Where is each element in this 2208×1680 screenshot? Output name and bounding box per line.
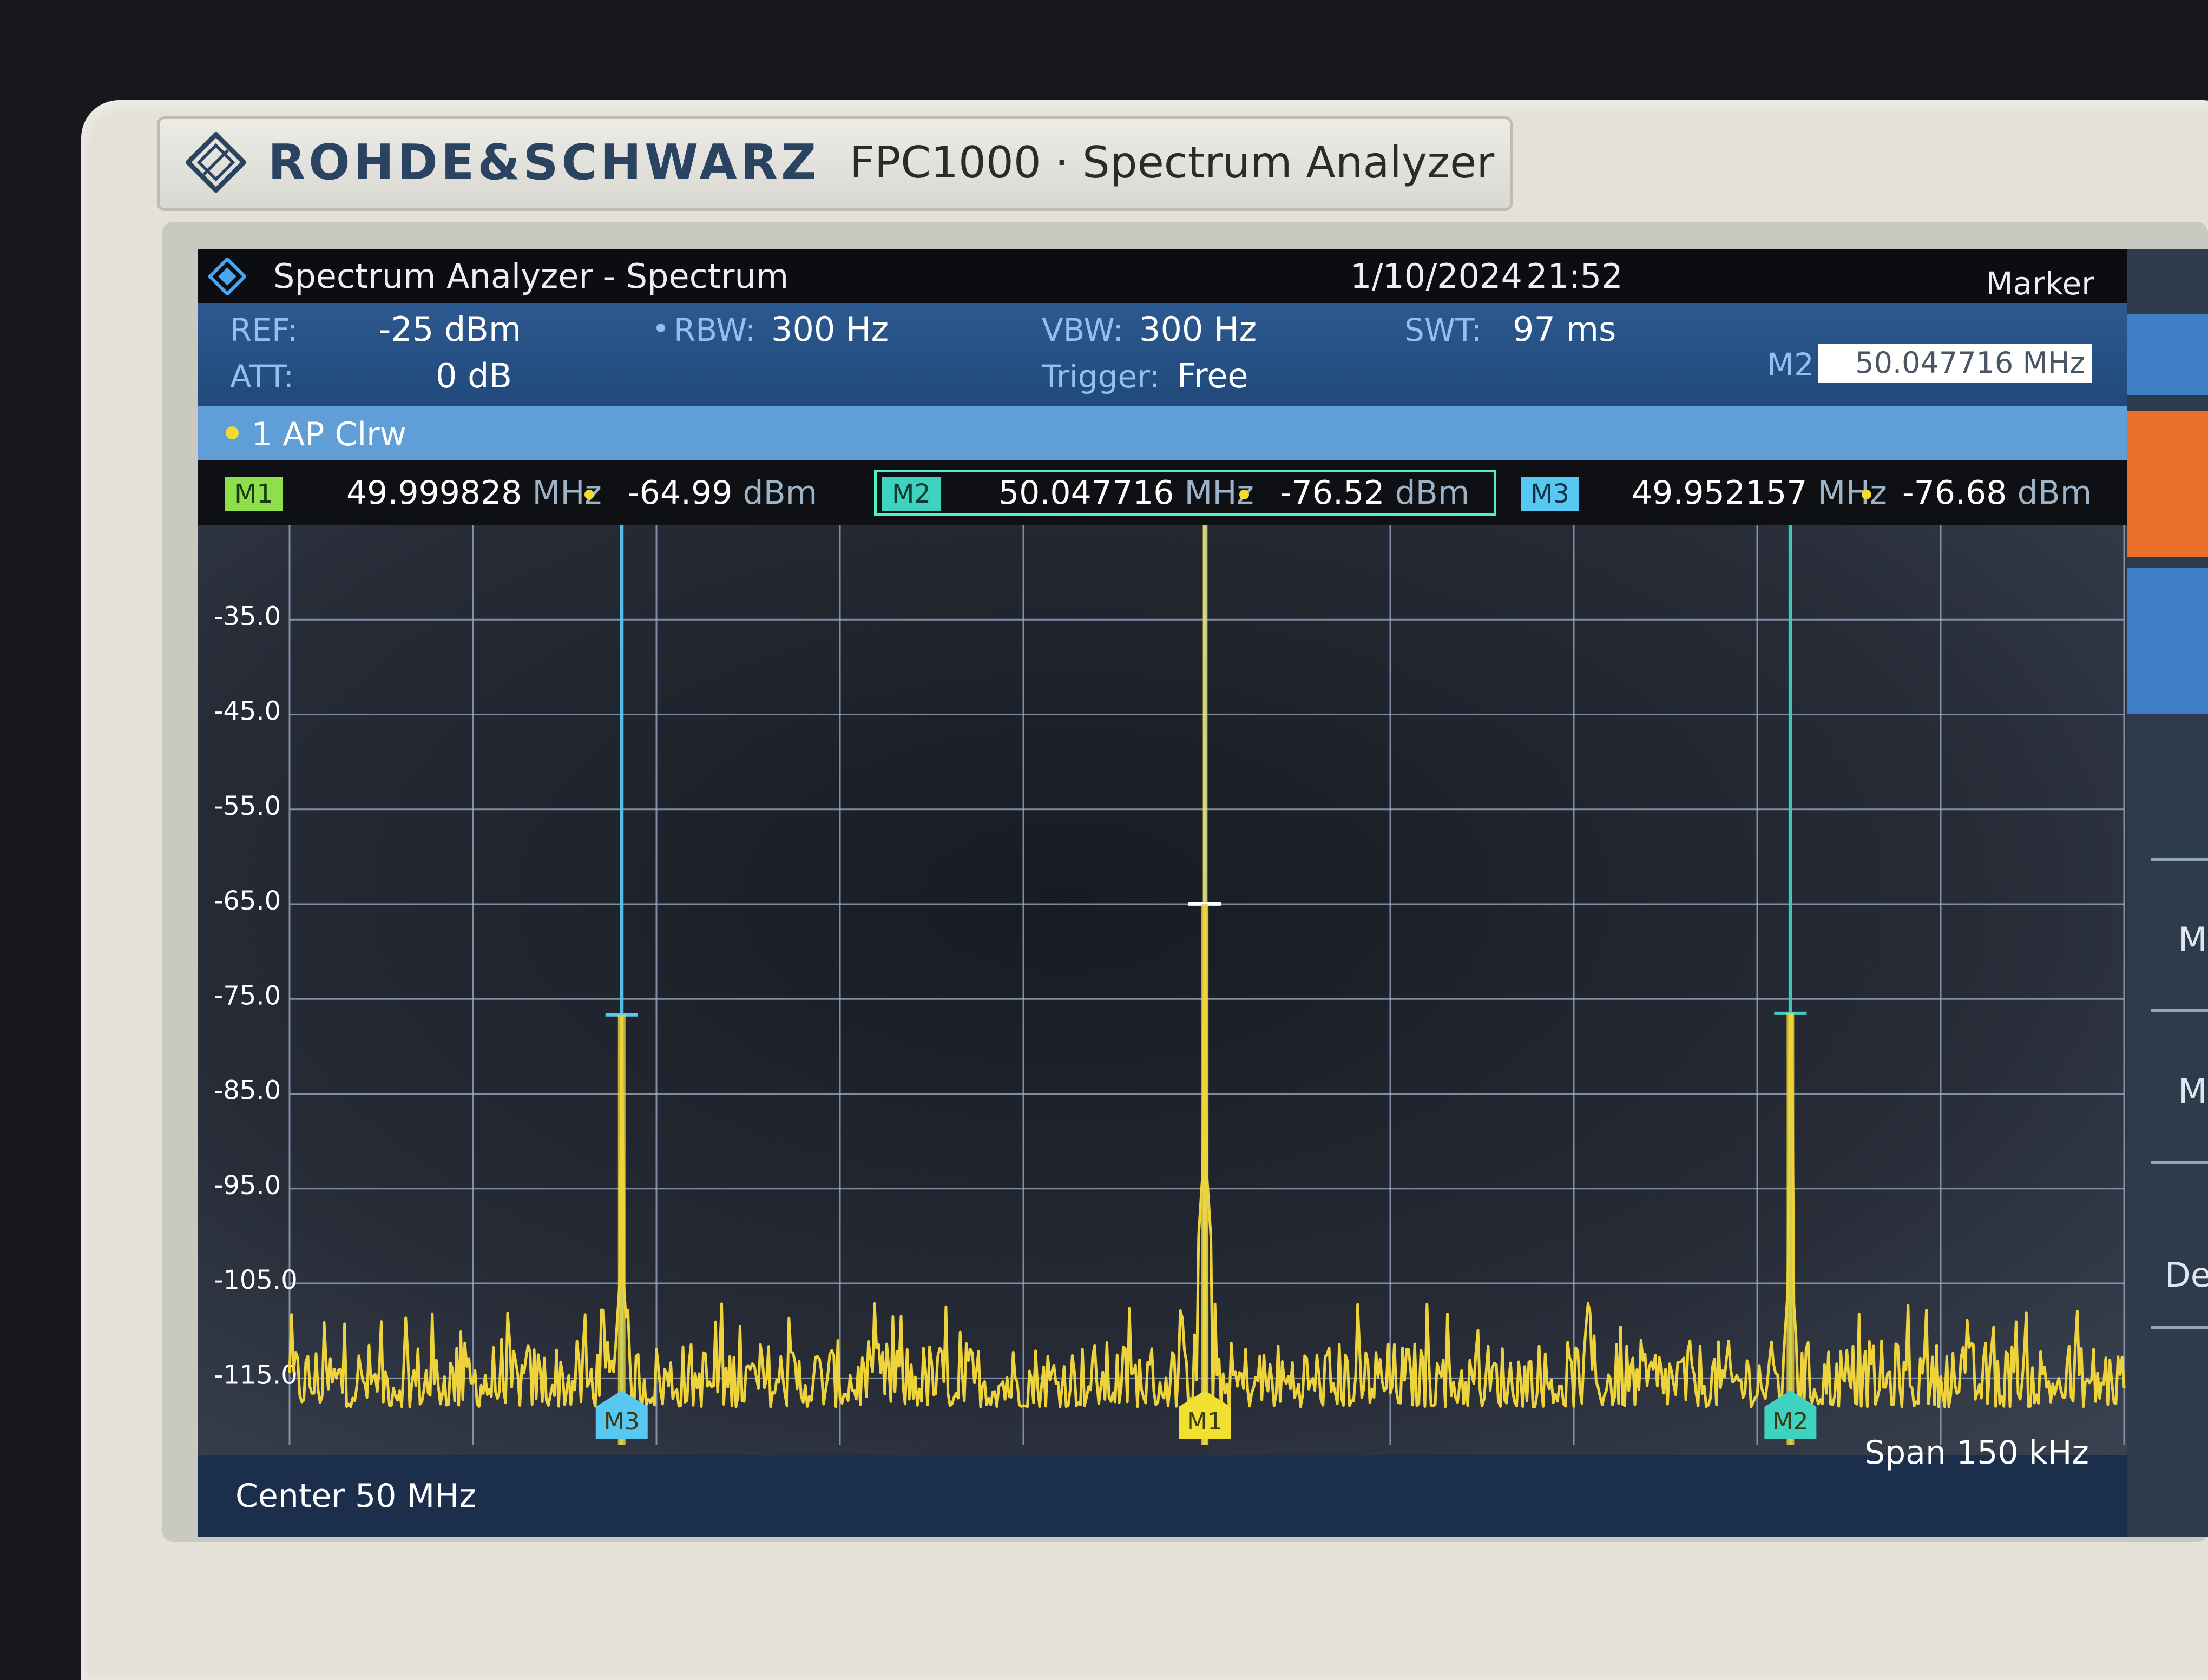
- model-label: FPC1000 · Spectrum Analyzer: [850, 137, 1495, 188]
- vbw-label: VBW:: [1042, 312, 1123, 348]
- m2-entry-label: M2: [1767, 346, 1814, 383]
- marker-m3-frequency: 49.952157 MHz: [1632, 474, 1887, 512]
- marker-flag-label: M3: [604, 1408, 640, 1435]
- softkey-divider: [2151, 858, 2208, 861]
- rbw-label: RBW:: [674, 312, 756, 348]
- spectrum-chart[interactable]: -35.0 -45.0 -55.0 -65.0 -75.0 -85.0 -95.0 -105.…: [198, 525, 2127, 1455]
- marker-tag-m3[interactable]: M3: [1521, 477, 1579, 511]
- app-title: Spectrum Analyzer - Spectrum: [273, 256, 789, 296]
- marker-flag-m1: [1179, 1391, 1231, 1439]
- marker-flag-m2: [1764, 1391, 1817, 1439]
- footer-bar: Center 50 MHz Span 150 kHz: [198, 1434, 2127, 1537]
- marker-m1-frequency: 49.999828 MHz: [346, 474, 602, 512]
- trace-indicator-icon: [226, 426, 239, 439]
- att-value[interactable]: 0 dB: [436, 356, 512, 396]
- softkey-3[interactable]: [2127, 568, 2208, 714]
- date-label: 1/10/2024: [1350, 256, 1522, 296]
- parameter-area: REF: -25 dBm ATT: 0 dB RBW: 300 Hz VBW: …: [198, 303, 2127, 406]
- brand-name: ROHDE&SCHWARZ: [268, 134, 820, 191]
- softkey-label-1[interactable]: M: [2178, 920, 2207, 959]
- ref-value[interactable]: -25 dBm: [379, 309, 522, 349]
- marker-bar: M1 49.999828 MHz -64.99 dBm M2 50.047716…: [198, 460, 2127, 525]
- marker-m2-dot-icon: [1239, 490, 1249, 499]
- rbw-manual-indicator-icon: [656, 324, 665, 332]
- softkey-label-2[interactable]: M: [2178, 1071, 2207, 1111]
- title-bar: Spectrum Analyzer - Spectrum 1/10/2024 2…: [198, 249, 2127, 303]
- swt-label: SWT:: [1404, 312, 1482, 348]
- marker-tag-m2[interactable]: M2: [882, 477, 941, 511]
- softkey-marker-active[interactable]: [2127, 411, 2208, 557]
- y-tick-label: -45.0: [214, 696, 281, 727]
- vbw-value[interactable]: 300 Hz: [1139, 309, 1257, 349]
- rohde-schwarz-logo-icon: [186, 132, 246, 193]
- y-tick-label: -85.0: [214, 1076, 281, 1106]
- span-label[interactable]: Span 150 kHz: [1864, 1434, 2089, 1472]
- marker-m2-level: -76.52 dBm: [1280, 474, 1470, 512]
- y-tick-label: -55.0: [214, 791, 281, 821]
- trigger-value[interactable]: Free: [1177, 356, 1248, 396]
- marker-flag-label: M1: [1187, 1408, 1223, 1435]
- y-tick-label: -95.0: [214, 1170, 281, 1201]
- marker-tag-m1[interactable]: M1: [225, 477, 283, 511]
- trace-label[interactable]: 1 AP Clrw: [252, 416, 406, 453]
- center-frequency-label[interactable]: Center 50 MHz: [235, 1477, 476, 1515]
- marker-m3-level: -76.68 dBm: [1902, 474, 2092, 512]
- y-tick-label: -115.0: [214, 1360, 298, 1390]
- y-tick-label: -105.0: [214, 1265, 298, 1295]
- rbw-value[interactable]: 300 Hz: [771, 309, 889, 349]
- ref-label: REF:: [230, 312, 298, 348]
- softkey-divider: [2151, 1009, 2208, 1012]
- spectrum-plot[interactable]: -35.0 -45.0 -55.0 -65.0 -75.0 -85.0 -95.0 -105.…: [198, 525, 2127, 1455]
- marker-m3-dot-icon: [1862, 490, 1871, 499]
- y-tick-label: -65.0: [214, 886, 281, 916]
- marker-m2-frequency: 50.047716 MHz: [998, 474, 1254, 512]
- m2-frequency-input[interactable]: 50.047716 MHz: [1818, 344, 2092, 383]
- swt-value[interactable]: 97 ms: [1513, 309, 1616, 349]
- marker-m2-active-frame[interactable]: [874, 470, 1496, 516]
- att-label: ATT:: [230, 358, 294, 395]
- softkey-divider: [2151, 1161, 2208, 1164]
- trace-bar: 1 AP Clrw: [198, 406, 2127, 460]
- panel-title-marker: Marker: [1986, 265, 2094, 302]
- brand-plate: ROHDE&SCHWARZ FPC1000 · Spectrum Analyze…: [157, 116, 1513, 211]
- softkey-1[interactable]: [2127, 314, 2208, 395]
- softkey-panel: M M De: [2127, 249, 2208, 1537]
- analyzer-screen: Spectrum Analyzer - Spectrum 1/10/2024 2…: [198, 249, 2208, 1537]
- marker-m1-level: -64.99 dBm: [628, 474, 818, 512]
- softkey-label-3[interactable]: De: [2165, 1255, 2208, 1295]
- marker-m1-dot-icon: [584, 490, 594, 499]
- softkey-divider: [2151, 1326, 2208, 1329]
- marker-flag-m3: [595, 1391, 648, 1439]
- y-tick-label: -35.0: [214, 601, 281, 631]
- time-label: 21:52: [1526, 256, 1623, 296]
- marker-flag-label: M2: [1772, 1408, 1808, 1435]
- app-diamond-icon: [208, 258, 246, 295]
- trigger-label: Trigger:: [1042, 358, 1160, 395]
- y-tick-label: -75.0: [214, 980, 281, 1011]
